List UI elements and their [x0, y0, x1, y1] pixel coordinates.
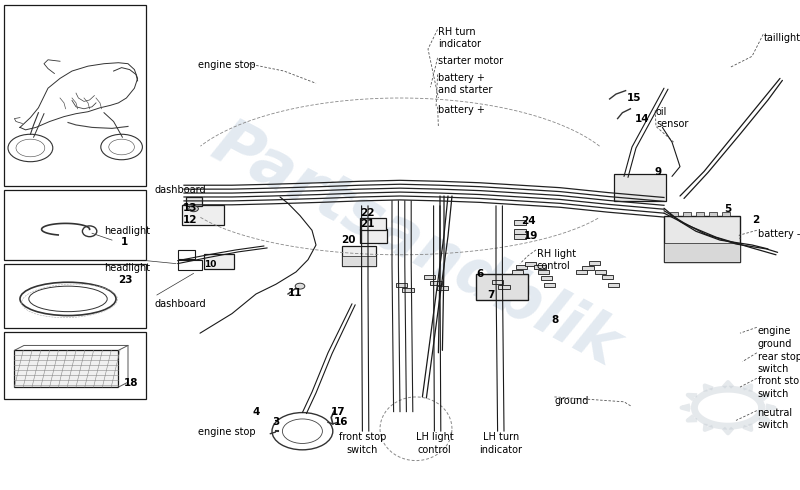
Bar — [178, 260, 202, 270]
Bar — [360, 229, 387, 243]
Bar — [589, 261, 600, 265]
Text: battery -: battery - — [758, 229, 800, 239]
Bar — [614, 174, 666, 201]
Bar — [4, 332, 146, 399]
Text: 10: 10 — [204, 260, 216, 269]
Text: 14: 14 — [634, 114, 649, 123]
Text: 22: 22 — [360, 208, 374, 218]
Text: 20: 20 — [342, 235, 356, 245]
Bar — [430, 281, 442, 285]
Bar — [342, 246, 376, 266]
Text: ground: ground — [554, 396, 589, 406]
Text: 12: 12 — [182, 216, 197, 225]
Bar — [182, 205, 224, 225]
Text: starter motor: starter motor — [438, 56, 503, 66]
Text: battery +
and starter: battery + and starter — [438, 73, 493, 95]
Bar — [424, 275, 435, 279]
Text: front stop
switch: front stop switch — [758, 376, 800, 399]
Bar — [4, 5, 146, 186]
Bar — [342, 256, 376, 266]
Text: 7: 7 — [487, 290, 494, 300]
Bar — [538, 270, 549, 274]
Text: 19: 19 — [524, 231, 538, 241]
Bar — [204, 254, 234, 269]
Bar — [683, 212, 691, 216]
Bar — [541, 276, 552, 280]
Bar — [525, 262, 536, 266]
Text: 17: 17 — [330, 407, 345, 416]
Text: 2: 2 — [752, 215, 759, 225]
Bar — [360, 218, 386, 230]
Text: 9: 9 — [654, 167, 662, 177]
Text: oil
sensor: oil sensor — [656, 107, 688, 129]
Bar — [534, 265, 546, 269]
Bar — [608, 283, 619, 287]
Bar — [4, 264, 146, 328]
Text: dashboard: dashboard — [154, 299, 206, 309]
Bar — [514, 229, 526, 234]
Bar — [186, 197, 202, 206]
Text: engine stop: engine stop — [198, 60, 256, 70]
Text: 24: 24 — [522, 217, 536, 226]
Text: 8: 8 — [551, 316, 558, 325]
Text: headlight: headlight — [104, 263, 150, 273]
Bar — [722, 212, 730, 216]
Bar — [492, 280, 503, 284]
Bar — [396, 283, 407, 287]
Text: 21: 21 — [360, 219, 374, 229]
Text: 16: 16 — [334, 417, 348, 427]
Text: 6: 6 — [477, 270, 484, 279]
Text: 23: 23 — [118, 275, 133, 285]
Text: 4: 4 — [253, 407, 260, 416]
Circle shape — [295, 283, 305, 289]
Bar — [602, 275, 613, 279]
Text: Partsandblik: Partsandblik — [202, 111, 630, 379]
Text: engine
ground: engine ground — [758, 326, 792, 349]
Text: 18: 18 — [124, 378, 138, 388]
Text: 1: 1 — [121, 237, 128, 246]
Bar — [696, 212, 704, 216]
Bar — [709, 212, 717, 216]
Bar — [516, 265, 527, 269]
Text: dashboard: dashboard — [154, 185, 206, 195]
Bar — [514, 220, 526, 225]
Bar — [498, 285, 510, 289]
Bar — [514, 234, 526, 239]
Bar — [4, 190, 146, 260]
Bar — [437, 286, 448, 290]
Circle shape — [189, 206, 198, 212]
Text: LH turn
indicator: LH turn indicator — [479, 432, 522, 455]
Text: headlight: headlight — [104, 226, 150, 236]
Text: engine stop: engine stop — [198, 427, 256, 437]
Text: 13: 13 — [182, 203, 197, 213]
Text: battery +: battery + — [438, 105, 486, 115]
Bar — [402, 288, 414, 292]
Bar — [512, 270, 523, 274]
Bar — [476, 274, 528, 300]
Bar — [664, 216, 740, 262]
Text: rear stop
switch: rear stop switch — [758, 352, 800, 374]
Text: 5: 5 — [724, 204, 731, 214]
Text: 15: 15 — [627, 93, 642, 103]
Text: 11: 11 — [288, 289, 302, 298]
Text: neutral
switch: neutral switch — [758, 408, 793, 430]
Text: RH light
control: RH light control — [537, 249, 576, 271]
Bar — [595, 270, 606, 274]
Text: front stop
switch: front stop switch — [338, 432, 386, 455]
Bar — [670, 212, 678, 216]
Bar — [576, 270, 587, 274]
Bar — [544, 283, 555, 287]
Text: 3: 3 — [273, 417, 280, 427]
Text: RH turn
indicator: RH turn indicator — [438, 27, 482, 49]
Text: taillight: taillight — [764, 33, 800, 43]
Bar — [14, 350, 118, 387]
Text: LH light
control: LH light control — [415, 432, 454, 455]
Bar — [178, 250, 195, 259]
Bar — [664, 243, 740, 262]
Bar — [582, 266, 594, 270]
